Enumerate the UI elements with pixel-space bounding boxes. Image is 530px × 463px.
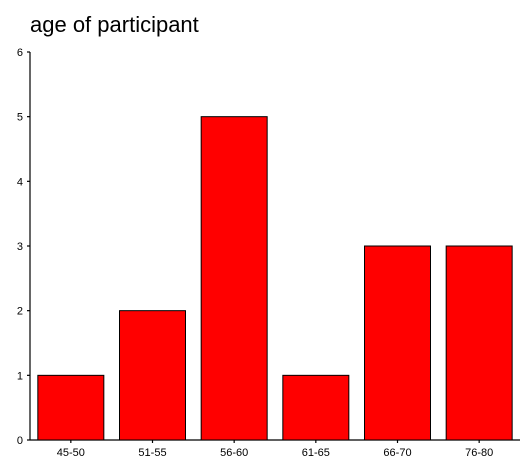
y-tick-label: 5 <box>17 112 23 124</box>
y-tick-label: 6 <box>17 47 23 59</box>
y-tick-label: 3 <box>17 241 23 253</box>
x-tick-label: 45-50 <box>57 447 85 459</box>
x-tick-label: 76-80 <box>465 447 493 459</box>
y-tick-label: 4 <box>17 176 23 188</box>
y-tick-label: 1 <box>17 370 23 382</box>
bar-61-65 <box>282 374 350 441</box>
chart-title: age of participant <box>30 12 199 37</box>
bar-56-60 <box>200 116 268 441</box>
x-tick-label: 51-55 <box>138 447 166 459</box>
plot-area: 0 1 2 3 4 5 6 45-50 51-55 56-60 61-65 66-70 76-80 <box>17 47 520 459</box>
bar-51-55 <box>119 310 186 441</box>
x-tick-label: 56-60 <box>220 447 248 459</box>
bar-45-50 <box>37 374 105 441</box>
y-tick-label: 0 <box>17 435 23 447</box>
x-tick-label: 61-65 <box>302 447 330 459</box>
bar-76-80 <box>445 245 513 441</box>
y-tick-label: 2 <box>17 306 23 318</box>
bar-66-70 <box>364 245 431 441</box>
x-tick-label: 66-70 <box>383 447 411 459</box>
